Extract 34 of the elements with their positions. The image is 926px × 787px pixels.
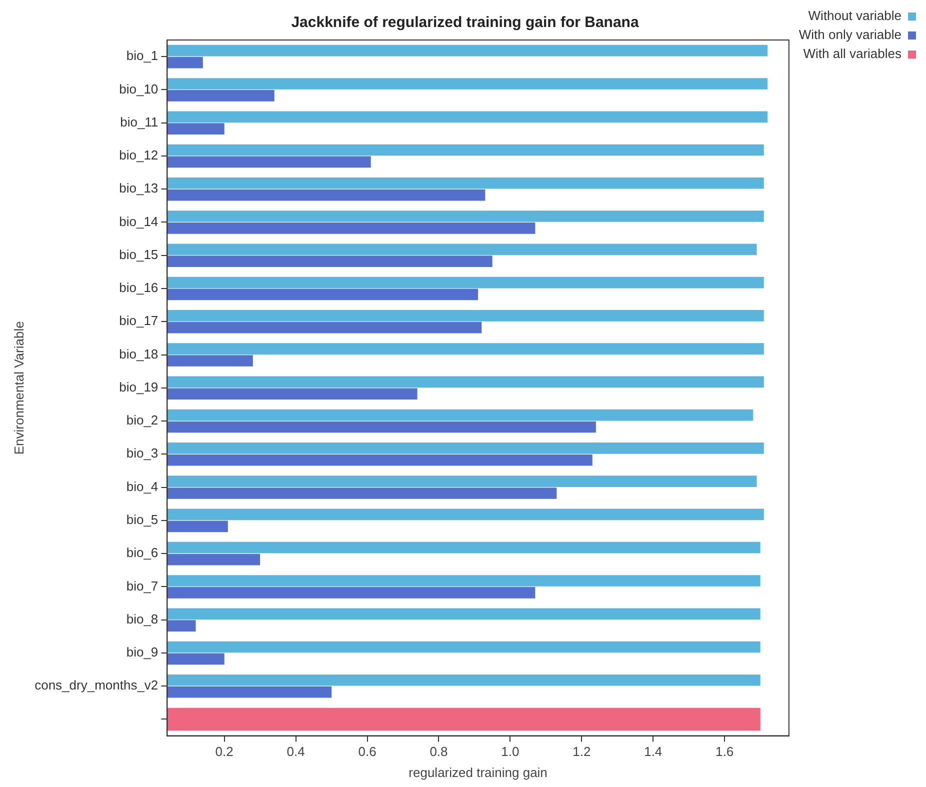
y-tick-label: bio_19	[119, 379, 158, 394]
y-tick-label: bio_5	[126, 512, 158, 528]
x-axis-title: regularized training gain	[408, 764, 548, 780]
y-tick-label: bio_1	[126, 48, 158, 64]
legend-label: With only variable	[798, 27, 902, 42]
y-tick-label: bio_4	[126, 478, 158, 494]
y-tick-label: bio_9	[126, 644, 158, 660]
y-tick-label: bio_10	[119, 81, 158, 96]
x-tick-label: 1.2	[572, 744, 591, 760]
legend-label: With all variables	[803, 46, 902, 62]
y-tick-label: bio_16	[119, 280, 158, 296]
y-tick-label: bio_14	[119, 214, 158, 229]
y-tick-label: bio_13	[119, 180, 158, 196]
y-tick-label: bio_8	[126, 611, 158, 626]
x-tick-label: 0.4	[286, 744, 305, 760]
y-tick-label: bio_11	[120, 114, 158, 130]
y-axis-title: Environmental Variable	[11, 321, 26, 455]
y-tick-label: bio_15	[119, 246, 158, 262]
y-tick-label: bio_3	[126, 446, 158, 461]
x-tick-label: 1.4	[644, 744, 662, 760]
x-tick-label: 0.2	[215, 744, 234, 760]
y-tick-label: bio_6	[126, 545, 158, 560]
x-tick-label: 0.8	[430, 744, 448, 760]
x-tick-label: 1.6	[716, 744, 734, 760]
y-tick-label: bio_12	[119, 148, 158, 163]
x-tick-label: 0.6	[358, 744, 376, 760]
y-tick-label: bio_2	[126, 412, 158, 428]
legend-label: Without variable	[808, 8, 902, 24]
y-tick-label: bio_7	[126, 578, 158, 594]
chart-title: Jackknife of regularized training gain for Banana	[291, 14, 640, 32]
y-tick-label: bio_18	[119, 346, 158, 362]
y-tick-label: cons_dry_months_v2	[34, 678, 158, 693]
y-tick-label: bio_17	[119, 313, 158, 328]
x-tick-label: 1.0	[501, 744, 520, 760]
